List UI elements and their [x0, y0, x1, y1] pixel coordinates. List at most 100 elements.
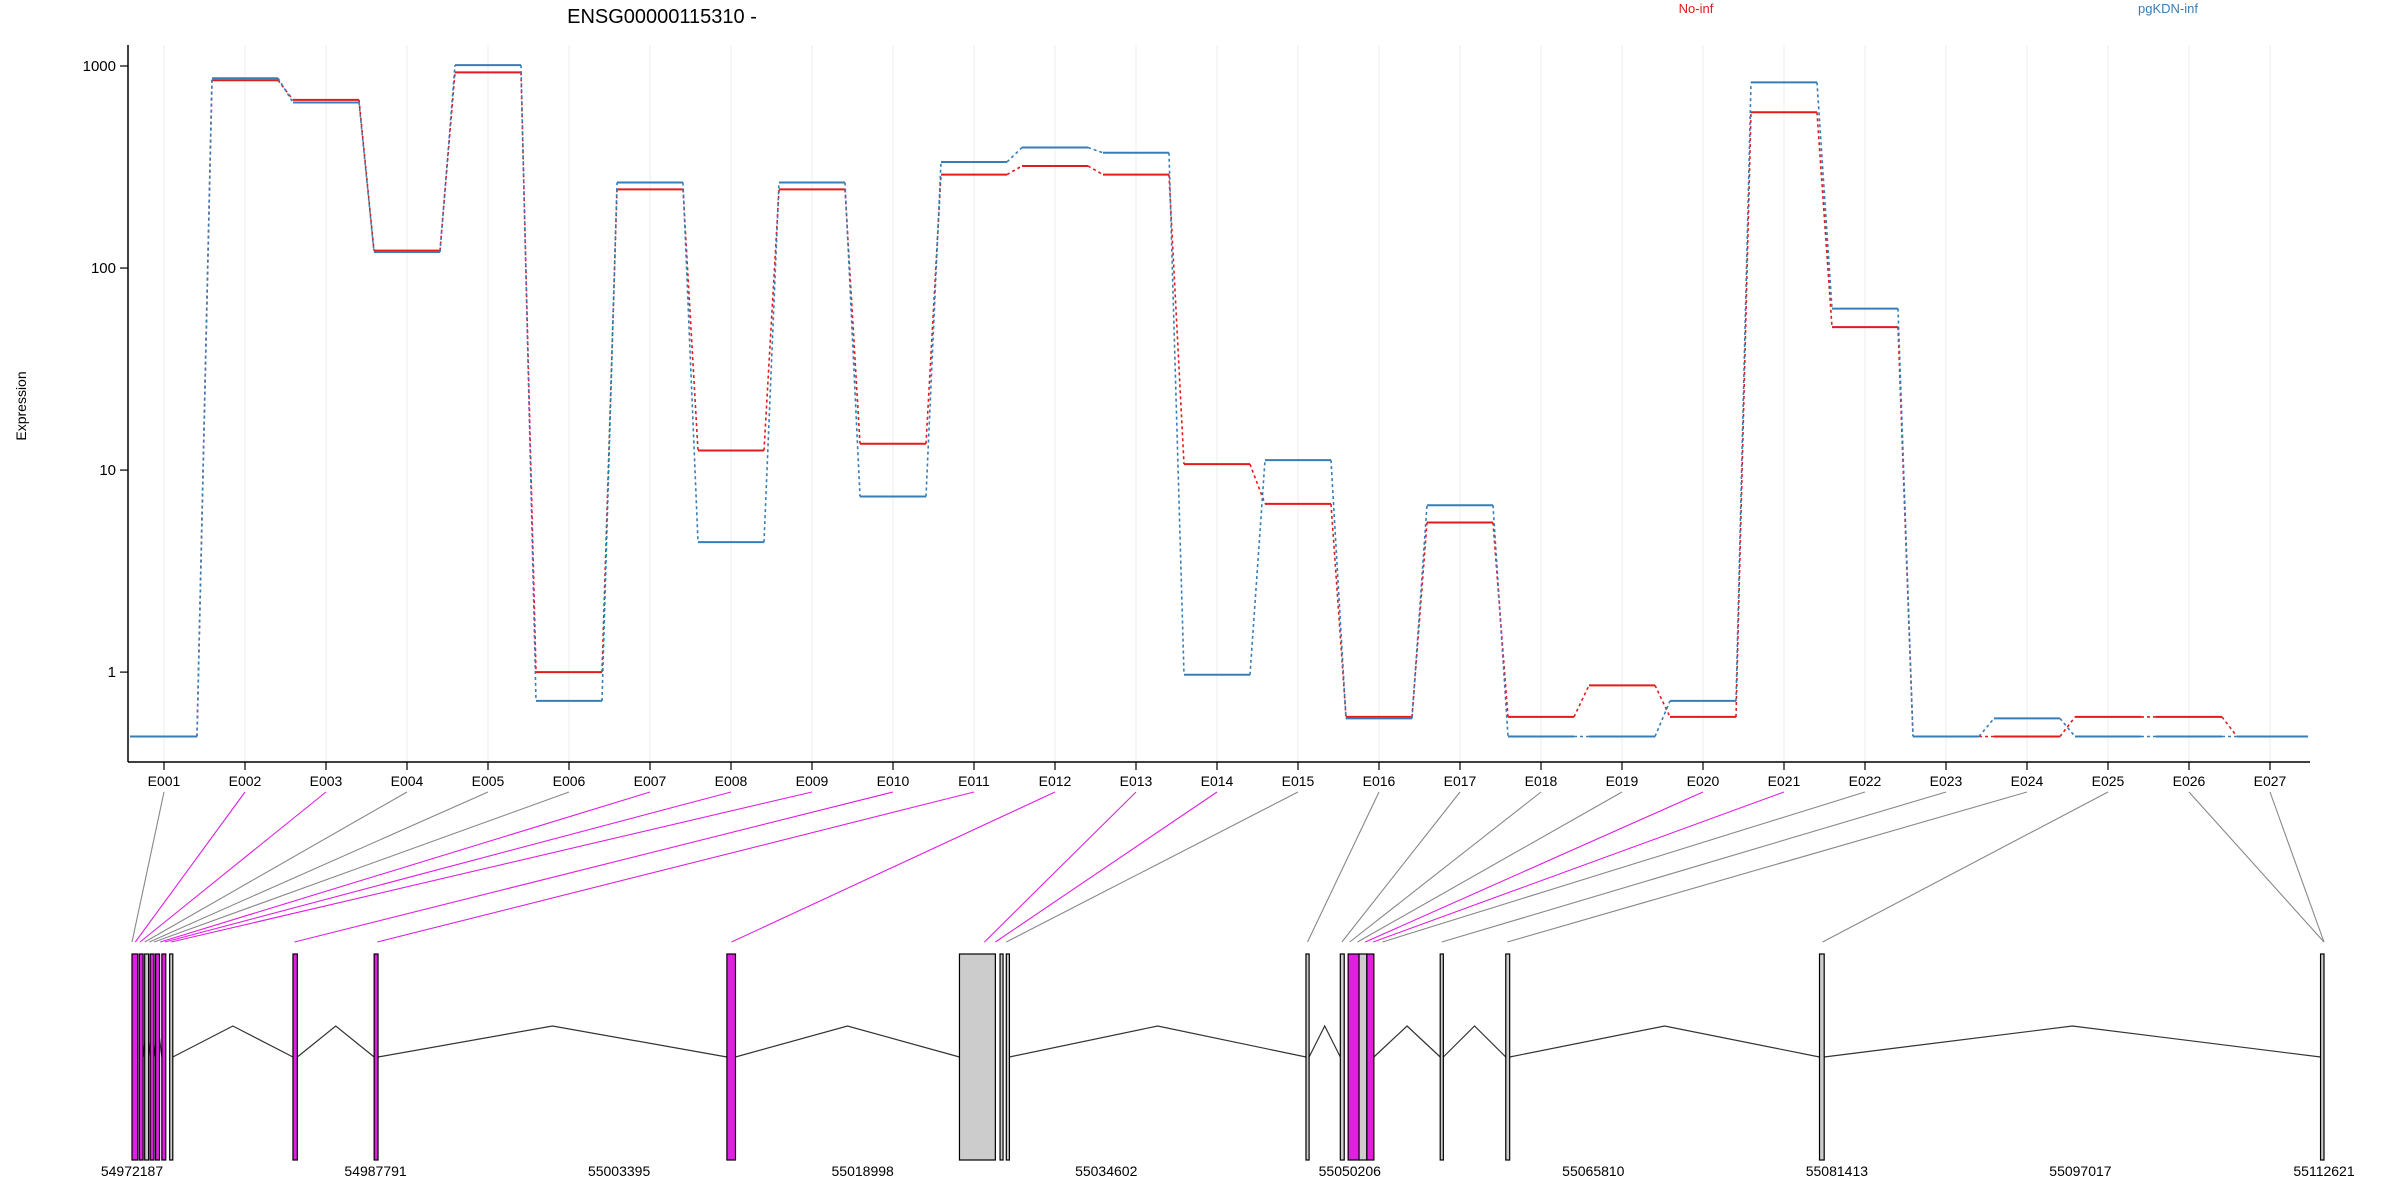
connector-pgKDN-inf-E010-E011: [925, 161, 942, 497]
coordinate-label-55097017: 55097017: [2049, 1163, 2112, 1179]
connector-pgKDN-inf-E001-E002: [196, 78, 213, 737]
exon-block-11: [999, 953, 1004, 1161]
connector-E016: [1307, 791, 1380, 943]
connector-pgKDN-inf-E019-E020: [1654, 700, 1671, 737]
exon-block-13: [1305, 953, 1310, 1161]
connector-pgKDN-inf-E003-E004: [358, 102, 375, 253]
coordinate-label-55065810: 55065810: [1562, 1163, 1625, 1179]
x-tick-label-E007: E007: [634, 773, 667, 789]
connector-No-inf-E008-E009: [763, 189, 780, 451]
connector-E020: [1365, 791, 1704, 943]
legend-entry-no-inf: No-inf: [1679, 1, 1714, 16]
coordinate-label-55081413: 55081413: [1806, 1163, 1869, 1179]
intron-5: [1308, 1024, 1341, 1058]
series-pgKDN-inf: [130, 64, 2308, 738]
exon-block-12: [1005, 953, 1011, 1161]
intron-9: [1824, 1025, 2321, 1058]
exon-block-0: [131, 953, 139, 1161]
x-tick-label-E006: E006: [553, 773, 586, 789]
exon-block-20: [1818, 953, 1825, 1161]
connector-E003: [139, 791, 327, 943]
connector-E023: [1441, 791, 1947, 943]
x-tick-label-E004: E004: [391, 773, 424, 789]
connector-No-inf-E003-E004: [358, 99, 375, 251]
x-tick-label-E012: E012: [1039, 773, 1072, 789]
x-tick-label-E003: E003: [310, 773, 343, 789]
x-tick-label-E015: E015: [1282, 773, 1315, 789]
x-tick-label-E017: E017: [1444, 773, 1477, 789]
connector-No-inf-E011-E012: [1006, 165, 1023, 176]
exon-block-10: [958, 953, 996, 1161]
x-tick-label-E016: E016: [1363, 773, 1396, 789]
intron-3: [735, 1025, 960, 1058]
y-axis-label: Expression: [13, 371, 29, 440]
connector-pgKDN-inf-E020-E021: [1735, 82, 1752, 701]
coordinate-label-55050206: 55050206: [1319, 1163, 1382, 1179]
connector-No-inf-E024-E025: [2059, 716, 2076, 737]
x-tick-label-E021: E021: [1768, 773, 1801, 789]
exon-block-15: [1347, 953, 1360, 1161]
connector-E002: [134, 791, 246, 943]
genomic-coordinate-labels: 54972187 54987791 55003395 55018998 55034602…: [101, 1163, 2355, 1179]
connector-E018: [1349, 791, 1542, 943]
x-tick-label-E018: E018: [1525, 773, 1558, 789]
plot-gridlines: [163, 45, 2271, 762]
connector-E010: [294, 791, 894, 943]
x-tick-label-E009: E009: [796, 773, 829, 789]
connector-pgKDN-inf-E017-E018: [1492, 505, 1509, 737]
connector-E019: [1357, 791, 1623, 943]
x-tick-label-E022: E022: [1849, 773, 1882, 789]
coordinate-label-55034602: 55034602: [1075, 1163, 1138, 1179]
y-tick-label-100: 100: [91, 260, 116, 277]
exon-block-2: [144, 953, 150, 1161]
connector-pgKDN-inf-E002-E003: [277, 77, 294, 103]
connector-E008: [164, 791, 732, 943]
connector-No-inf-E013-E014: [1168, 174, 1185, 465]
connector-E011: [377, 791, 975, 943]
y-axis-ticks: 1 10 100 1000: [83, 58, 128, 681]
connector-pgKDN-inf-E021-E022: [1816, 82, 1833, 309]
connector-E009: [171, 791, 813, 943]
connector-E001: [131, 791, 165, 943]
connector-No-inf-E005-E006: [520, 72, 537, 673]
x-tick-label-E010: E010: [877, 773, 910, 789]
connector-E026: [2188, 791, 2325, 943]
x-tick-label-E011: E011: [958, 773, 990, 789]
exon-block-7: [292, 953, 298, 1161]
intron-7: [1442, 1025, 1507, 1058]
exon-block-18: [1439, 953, 1444, 1161]
connector-No-inf-E014-E015: [1249, 463, 1266, 505]
connector-pgKDN-inf-E009-E010: [844, 182, 861, 497]
x-tick-label-E023: E023: [1930, 773, 1963, 789]
x-tick-label-E025: E025: [2092, 773, 2125, 789]
exon-block-21: [2319, 953, 2325, 1161]
exon-block-19: [1505, 953, 1511, 1161]
exon-block-8: [373, 953, 379, 1161]
x-tick-label-E008: E008: [715, 773, 748, 789]
connector-E005: [149, 791, 489, 943]
exon-block-4: [155, 953, 161, 1161]
connector-E027: [2269, 791, 2325, 943]
x-tick-label-E024: E024: [2011, 773, 2044, 789]
coordinate-label-54987791: 54987791: [344, 1163, 407, 1179]
coordinate-label-55112621: 55112621: [2293, 1163, 2354, 1179]
connector-E017: [1341, 791, 1461, 943]
x-tick-label-E013: E013: [1120, 773, 1153, 789]
intron-6: [1373, 1025, 1441, 1058]
connector-pgKDN-inf-E004-E005: [439, 65, 456, 253]
connector-pgKDN-inf-E015-E016: [1330, 460, 1347, 719]
x-tick-label-E002: E002: [229, 773, 262, 789]
connector-No-inf-E012-E013: [1087, 165, 1104, 176]
intron-1: [296, 1025, 375, 1058]
x-tick-label-E027: E027: [2254, 773, 2287, 789]
intron-4: [1009, 1025, 1307, 1058]
connector-E025: [1822, 791, 2109, 943]
x-tick-label-E019: E019: [1606, 773, 1639, 789]
connector-E021: [1372, 791, 1785, 943]
y-tick-label-1000: 1000: [83, 58, 116, 75]
connector-E014: [995, 791, 1218, 943]
x-tick-label-E014: E014: [1201, 773, 1234, 789]
exon-block-9: [726, 953, 737, 1161]
chart-title: ENSG00000115310 -: [567, 6, 757, 28]
intron-8: [1509, 1025, 1820, 1058]
